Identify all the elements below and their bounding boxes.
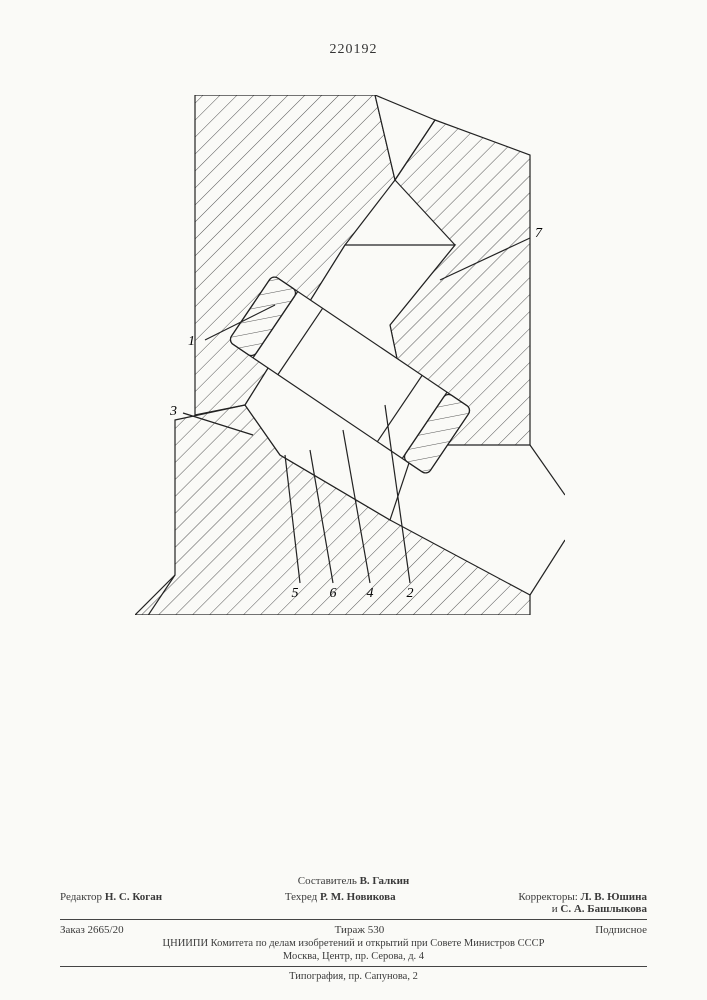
proofer-and: и	[552, 903, 558, 915]
callout-3: 3	[169, 404, 177, 419]
proofers-label: Корректоры:	[518, 891, 577, 903]
compiler-line: Составитель В. Галкин	[60, 875, 647, 887]
rule-2	[60, 966, 647, 967]
tirazh-label: Тираж	[335, 924, 365, 936]
techred-cell: Техред Р. М. Новикова	[285, 891, 396, 915]
editor-name: Н. С. Коган	[105, 891, 162, 903]
callout-6: 6	[330, 586, 337, 601]
callout-7: 7	[535, 226, 543, 241]
imprint-row: Заказ 2665/20 Тираж 530 Подписное	[60, 924, 647, 936]
edge-right-1	[530, 445, 565, 495]
tirazh-value: 530	[368, 924, 385, 936]
callout-4: 4	[367, 586, 374, 601]
page: 220192	[0, 0, 707, 1000]
compiler-label: Составитель	[298, 875, 357, 887]
callout-1: 1	[188, 334, 195, 349]
signed: Подписное	[595, 924, 647, 936]
document-number: 220192	[0, 42, 707, 58]
figure: 1 3 7 5 6 4 2	[135, 95, 565, 655]
org-address: Москва, Центр, пр. Серова, д. 4	[60, 951, 647, 962]
techred-label: Техред	[285, 891, 317, 903]
editor-cell: Редактор Н. С. Коган	[60, 891, 162, 915]
drawing-body	[135, 95, 565, 635]
callout-5: 5	[292, 586, 299, 601]
credits-row: Редактор Н. С. Коган Техред Р. М. Новико…	[60, 891, 647, 915]
edge-right-2	[530, 540, 565, 595]
rule-1	[60, 919, 647, 920]
typography-line: Типография, пр. Сапунова, 2	[60, 971, 647, 982]
proofer-1: Л. В. Юшина	[581, 891, 647, 903]
compiler-name: В. Галкин	[360, 875, 410, 887]
org-line: ЦНИИПИ Комитета по делам изобретений и о…	[60, 938, 647, 949]
proofer-2: С. А. Башлыкова	[560, 903, 647, 915]
figure-svg: 1 3 7 5 6 4 2	[135, 95, 565, 655]
proofers-cell: Корректоры: Л. В. Юшина и С. А. Башлыков…	[518, 891, 647, 915]
callout-2: 2	[407, 586, 414, 601]
tirazh-cell: Тираж 530	[335, 924, 385, 936]
order-label: Заказ 2665/20	[60, 924, 124, 936]
techred-name: Р. М. Новикова	[320, 891, 396, 903]
editor-label: Редактор	[60, 891, 102, 903]
credits-block: Составитель В. Галкин Редактор Н. С. Ког…	[60, 875, 647, 982]
